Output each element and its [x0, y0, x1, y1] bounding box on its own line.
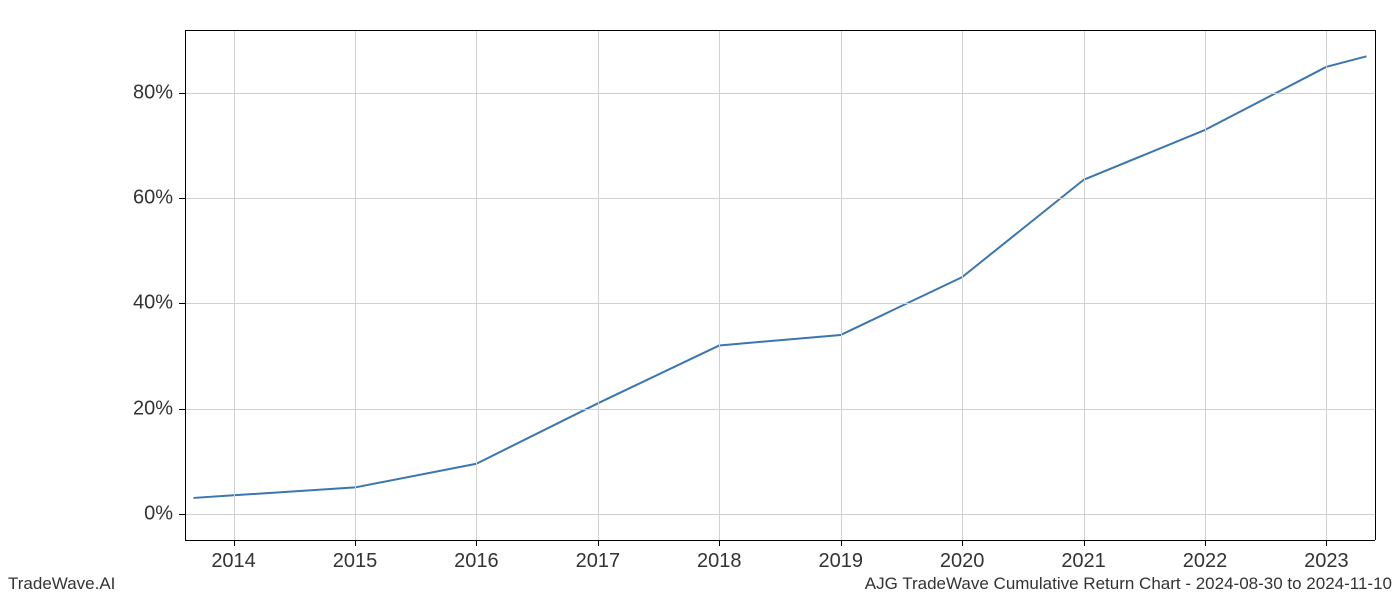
x-tick-label: 2018	[697, 550, 742, 573]
grid-line-vertical	[962, 30, 963, 540]
grid-line-vertical	[1205, 30, 1206, 540]
grid-line-vertical	[355, 30, 356, 540]
y-tick-label: 80%	[133, 82, 173, 105]
x-tick-label: 2015	[333, 550, 378, 573]
x-tick-label: 2023	[1304, 550, 1349, 573]
grid-line-horizontal	[185, 303, 1375, 304]
grid-line-vertical	[476, 30, 477, 540]
grid-line-horizontal	[185, 409, 1375, 410]
footer-right-text: AJG TradeWave Cumulative Return Chart - …	[865, 574, 1392, 594]
grid-line-horizontal	[185, 198, 1375, 199]
y-tick-label: 60%	[133, 187, 173, 210]
grid-line-vertical	[1326, 30, 1327, 540]
x-tick-label: 2014	[211, 550, 256, 573]
footer-left-text: TradeWave.AI	[8, 574, 115, 594]
line-series	[185, 30, 1375, 540]
chart-container: TradeWave.AI AJG TradeWave Cumulative Re…	[0, 0, 1400, 600]
y-tick-label: 0%	[144, 502, 173, 525]
grid-line-horizontal	[185, 514, 1375, 515]
grid-line-vertical	[841, 30, 842, 540]
cumulative-return-line	[194, 56, 1367, 498]
axis-spine-left	[185, 30, 186, 540]
grid-line-vertical	[598, 30, 599, 540]
grid-line-horizontal	[185, 93, 1375, 94]
x-tick-label: 2020	[940, 550, 985, 573]
axis-spine-bottom	[185, 540, 1375, 541]
x-tick-label: 2016	[454, 550, 499, 573]
grid-line-vertical	[1084, 30, 1085, 540]
x-tick-label: 2017	[576, 550, 621, 573]
plot-area	[185, 30, 1375, 540]
x-tick-label: 2022	[1183, 550, 1228, 573]
axis-spine-top	[185, 30, 1375, 31]
axis-spine-right	[1375, 30, 1376, 540]
grid-line-vertical	[719, 30, 720, 540]
y-tick-label: 20%	[133, 397, 173, 420]
grid-line-vertical	[234, 30, 235, 540]
y-tick-label: 40%	[133, 292, 173, 315]
x-tick-label: 2021	[1061, 550, 1106, 573]
x-tick-label: 2019	[818, 550, 863, 573]
